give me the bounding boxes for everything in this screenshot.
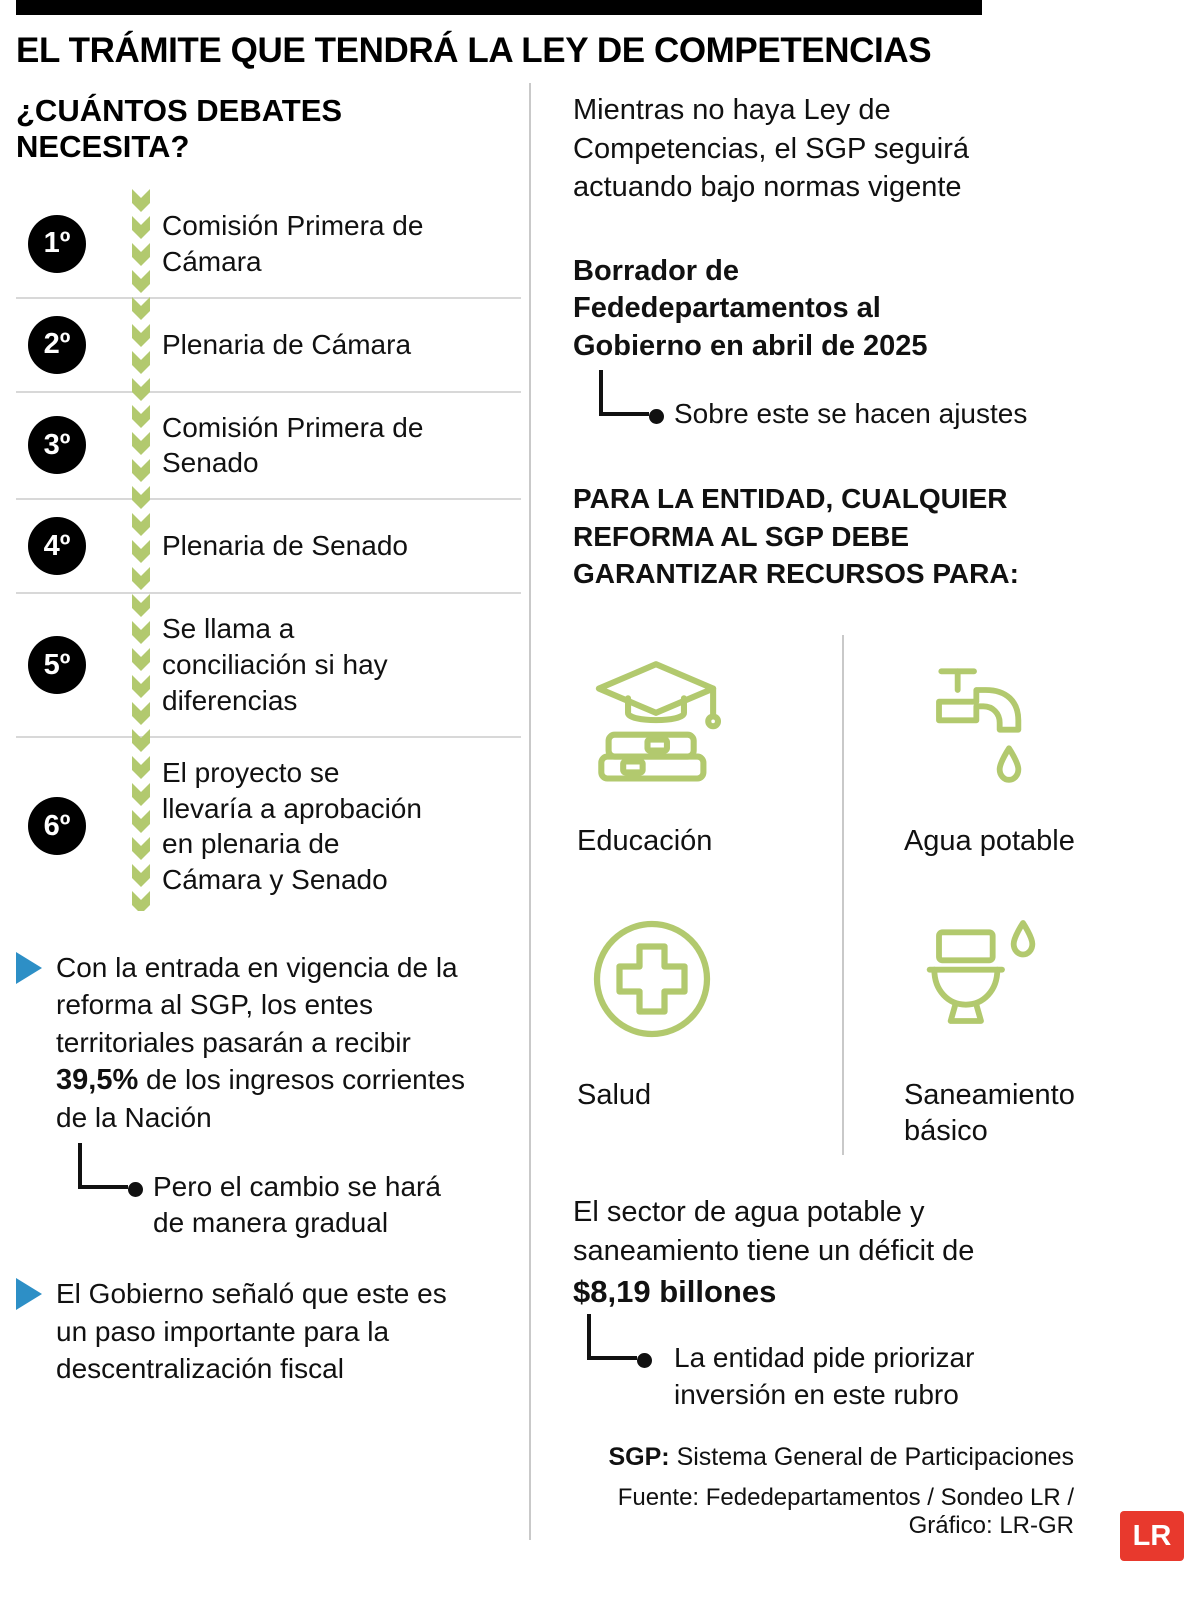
top-bar — [16, 0, 982, 15]
bullet-dot — [637, 1353, 652, 1369]
draft-subnote-text: Sobre este se hacen ajustes — [674, 397, 1028, 429]
note-sgp-share: Con la entrada en vigencia de la reforma… — [16, 949, 521, 1137]
glossary-definition: Sistema General de Participaciones — [669, 1442, 1074, 1471]
sector-label: Salud — [577, 1078, 652, 1111]
sector-salud: Salud — [573, 877, 848, 1168]
deficit-amount: $8,19 billones — [573, 1273, 777, 1309]
blue-arrow-icon — [16, 1278, 42, 1311]
timeline-step: 3º Comisión Primera de Senado — [16, 390, 521, 499]
debates-timeline: 1º Comisión Primera de Cámara 2º Plenari… — [16, 189, 521, 915]
step-label: Comisión Primera de Cámara — [162, 210, 424, 277]
right-column: Mientras no haya Ley de Competencias, el… — [529, 83, 1184, 1540]
blue-arrow-icon — [16, 952, 42, 985]
bullet-dot — [649, 408, 664, 424]
health-icon — [577, 893, 842, 1065]
step-number-badge: 2º — [28, 315, 86, 374]
deficit-subnote-text: La entidad pide priorizar inversión en e… — [674, 1342, 975, 1410]
step-label: Plenaria de Cámara — [162, 328, 412, 360]
lr-logo: LR — [1120, 1511, 1184, 1561]
timeline-step: 5º Se llama a conciliación si hay difere… — [16, 592, 521, 735]
connector-elbow — [599, 369, 649, 416]
note-gradual-change: Pero el cambio se hará de manera gradual — [16, 1142, 521, 1242]
source-line: Fuente: Fededepartamentos / Sondeo LR / … — [617, 1483, 1074, 1539]
step-number-badge: 1º — [28, 214, 86, 273]
note-text-bold: 39,5% — [56, 1063, 139, 1096]
timeline-step: 6º El proyecto se llevaría a aprobación … — [16, 735, 521, 915]
intro-paragraph: Mientras no haya Ley de Competencias, el… — [573, 94, 970, 204]
deficit-subnote: La entidad pide priorizar inversión en e… — [573, 1314, 1184, 1413]
glossary-line: SGP: Sistema General de Participaciones — [573, 1442, 1075, 1472]
step-label: Se llama a conciliación si hay diferenci… — [162, 613, 388, 716]
sector-label: Agua potable — [903, 824, 1075, 857]
step-number-badge: 6º — [28, 797, 86, 856]
connector-elbow — [587, 1314, 637, 1361]
sector-agua-potable: Agua potable — [848, 623, 1184, 877]
bullet-dot — [128, 1181, 143, 1197]
timeline-step: 2º Plenaria de Cámara — [16, 296, 521, 391]
connector-elbow — [78, 1142, 128, 1189]
step-number-badge: 5º — [28, 636, 86, 695]
sector-label: Saneamiento básico — [903, 1078, 1075, 1148]
step-label: Comisión Primera de Senado — [162, 411, 424, 479]
education-icon — [577, 639, 842, 811]
sector-saneamiento: Saneamiento básico — [848, 877, 1184, 1168]
requirements-heading: PARA LA ENTIDAD, CUALQUIER REFORMA AL SG… — [573, 483, 1019, 590]
note-decentralization: El Gobierno señaló que este es un paso i… — [16, 1275, 521, 1387]
note-text-pre: Con la entrada en vigencia de la reforma… — [56, 952, 458, 1058]
sector-educacion: Educación — [573, 623, 848, 877]
step-number-badge: 4º — [28, 517, 86, 576]
note-decentralization-text: El Gobierno señaló que este es un paso i… — [56, 1278, 447, 1384]
debates-heading: ¿CUÁNTOS DEBATES NECESITA? — [16, 93, 343, 164]
footer: SGP: Sistema General de Participaciones … — [573, 1443, 1184, 1540]
sector-label: Educación — [577, 824, 713, 857]
content-columns: ¿CUÁNTOS DEBATES NECESITA? 1º Comisi — [16, 83, 1184, 1540]
step-number-badge: 3º — [28, 416, 86, 475]
glossary-term: SGP: — [608, 1442, 670, 1471]
left-column: ¿CUÁNTOS DEBATES NECESITA? 1º Comisi — [16, 83, 521, 1540]
timeline-step: 4º Plenaria de Senado — [16, 498, 521, 592]
note-sgp-share-text: Con la entrada en vigencia de la reforma… — [56, 949, 476, 1137]
timeline-step: 1º Comisión Primera de Cámara — [16, 191, 521, 297]
sectors-grid: Educación Agua potable — [573, 623, 1184, 1168]
timeline-arrow-ribbon — [132, 189, 150, 912]
draft-subnote: Sobre este se hacen ajustes — [573, 369, 1184, 432]
deficit-text: El sector de agua potable y saneamiento … — [573, 1196, 975, 1267]
note-text-post: de los ingresos corrientes de la Nación — [56, 1063, 466, 1134]
step-label: El proyecto se llevaría a aprobación en … — [162, 756, 422, 896]
note-gradual-change-text: Pero el cambio se hará de manera gradual — [153, 1170, 441, 1238]
deficit-paragraph: El sector de agua potable y saneamiento … — [573, 1193, 1051, 1312]
step-label: Plenaria de Senado — [162, 530, 408, 562]
water-icon — [904, 639, 1178, 811]
draft-heading: Borrador de Fededepartamentos al Gobiern… — [573, 254, 928, 363]
sanitation-icon — [904, 893, 1178, 1065]
page-title: EL TRÁMITE QUE TENDRÁ LA LEY DE COMPETEN… — [16, 31, 932, 70]
